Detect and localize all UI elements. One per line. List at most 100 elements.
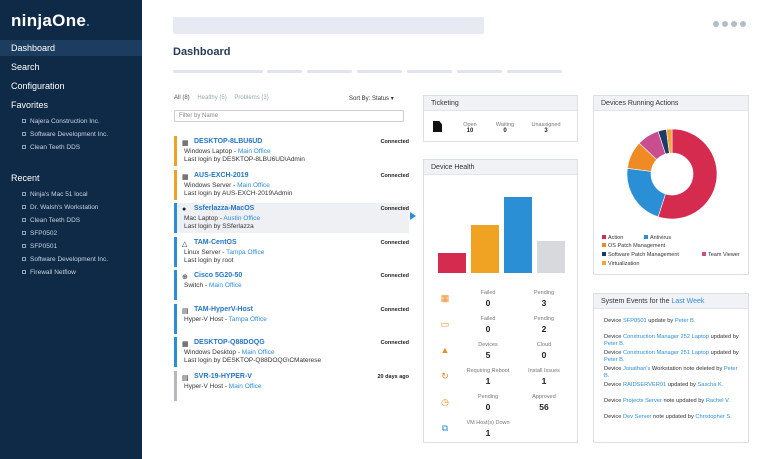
placeholder-bar (267, 70, 302, 73)
legend-item: Antivirus (644, 235, 671, 241)
stat-value: 0 (485, 298, 491, 308)
ticketing-card: Ticketing Open 10 Waiting 0 Unassigned 3 (423, 95, 578, 142)
event-link[interactable]: SFP0501 (622, 318, 647, 324)
device-location-link[interactable]: Main Office (241, 349, 275, 356)
device-name-link[interactable]: Ssferlazza-MacOS (194, 205, 255, 212)
stat-label: VM Host(s) Down (466, 420, 510, 426)
donut-slice-antivirus[interactable] (626, 168, 666, 218)
nav-recent[interactable]: Recent (11, 173, 40, 183)
device-row[interactable]: ● Ssferlazza-MacOS Mac Laptop - Austin Off… (174, 203, 409, 233)
device-name-link[interactable]: TAM-HyperV-Host (194, 305, 253, 313)
filter-all[interactable]: All (8) (174, 95, 190, 101)
event-link[interactable]: Construction Manager 251 Laptop (622, 350, 709, 356)
device-row[interactable]: ▦ DESKTOP-Q88DOQG Windows Desktop - Main O… (174, 337, 409, 367)
device-name-link[interactable]: AUS-EXCH-2019 (194, 171, 249, 179)
event-link[interactable]: Rachel V. (705, 398, 730, 404)
event-link[interactable]: Jonathan's (622, 366, 651, 372)
device-name-link[interactable]: Cisco 5G20-50 (194, 272, 243, 279)
ticket-waiting[interactable]: Waiting 0 (495, 122, 515, 134)
nav-favorites[interactable]: Favorites (11, 100, 49, 110)
event-link[interactable]: Sascha K. (697, 382, 724, 388)
health-stat[interactable]: Failed 0 (466, 316, 510, 334)
device-row[interactable]: ▤ SVR-19-HYPER-V Hyper-V Host - Main Offic… (174, 370, 409, 401)
health-bar[interactable] (537, 240, 565, 273)
device-name-link[interactable]: TAM-CentOS (194, 238, 237, 246)
health-stat[interactable]: Cloud 0 (522, 342, 566, 360)
device-location-link[interactable]: Main Office (208, 282, 242, 289)
device-name-link[interactable]: SVR-19-HYPER-V (194, 372, 252, 380)
recent-item[interactable]: Firewall Netflow (22, 269, 76, 276)
event-text: Device (604, 382, 623, 388)
device-location-link[interactable]: Austin Office (223, 215, 261, 222)
ticket-unassigned[interactable]: Unassigned 3 (531, 122, 561, 134)
stat-label: Failed (480, 316, 496, 322)
event-link[interactable]: Peter B. (604, 357, 625, 363)
device-location-link[interactable]: Tampa Office (226, 248, 265, 256)
health-stat[interactable]: Install Issues 1 (522, 368, 566, 386)
top-search-bar[interactable] (173, 17, 484, 34)
legend-item: Action (602, 235, 623, 241)
health-stat[interactable]: VM Host(s) Down 1 (466, 420, 510, 438)
event-link[interactable]: Peter B. (604, 366, 738, 379)
ticket-open[interactable]: Open 10 (463, 122, 477, 134)
device-name-link[interactable]: DESKTOP-8LBU6UD (194, 138, 263, 145)
event-text: Device (604, 318, 623, 324)
status-bar (174, 203, 177, 233)
event-link[interactable]: Projects Server (622, 398, 662, 404)
health-bar[interactable] (504, 197, 532, 273)
last-week-link[interactable]: Last Week (671, 298, 705, 305)
health-stat[interactable]: Approved 56 (522, 394, 566, 412)
device-location-link[interactable]: Main Office (237, 181, 270, 189)
favorite-item[interactable]: Clean Teeth DDS (22, 144, 80, 151)
device-location-link[interactable]: Tampa Office (228, 315, 267, 323)
device-location-link[interactable]: Main Office (237, 148, 271, 155)
recent-item[interactable]: Software Development Inc. (22, 256, 108, 263)
health-stat[interactable]: Pending 3 (522, 290, 566, 308)
recent-item[interactable]: Clean Teeth DDS (22, 217, 80, 224)
recent-item[interactable]: Dr. Walsh's Workstation (22, 204, 98, 211)
device-row[interactable]: △ TAM-CentOS Linux Server - Tampa Office La… (174, 236, 409, 267)
more-options-icon[interactable] (713, 21, 746, 27)
stat-label: Pending (477, 394, 499, 400)
event-link[interactable]: Christopher S. (695, 414, 732, 420)
device-name-link[interactable]: DESKTOP-Q88DOQG (194, 339, 265, 346)
donut-slice-virtualization[interactable] (666, 128, 673, 154)
device-row[interactable]: ▤ TAM-HyperV-Host Hyper-V Host - Tampa Off… (174, 303, 409, 334)
page-title: Dashboard (173, 46, 231, 58)
favorite-item[interactable]: Software Development Inc. (22, 131, 108, 138)
health-bar[interactable] (438, 253, 466, 273)
filter-problems[interactable]: Problems (3) (234, 95, 269, 101)
sort-dropdown[interactable]: Sort By: Status ▾ (349, 96, 394, 102)
nav-dashboard[interactable]: Dashboard (0, 40, 142, 56)
device-row[interactable]: ▦ DESKTOP-8LBU6UD Windows Laptop - Main Of… (174, 136, 409, 166)
health-stat[interactable]: Failed 0 (466, 290, 510, 308)
connection-status: Connected (380, 172, 409, 179)
recent-item[interactable]: SFP0501 (22, 243, 57, 250)
recent-item[interactable]: Ninja's Mac 51 local (22, 191, 88, 198)
health-stat[interactable]: Pending 2 (522, 316, 566, 334)
device-health-card: Device Health ▦ Failed 0 Pending 3 ▭ Failed 0 Pe… (423, 159, 578, 443)
device-row[interactable]: ▦ AUS-EXCH-2019 Windows Server - Main Offi… (174, 169, 409, 200)
device-health-title: Device Health (424, 160, 577, 175)
device-location-link[interactable]: Main Office (228, 382, 262, 390)
filter-healthy[interactable]: Healthy (5) (197, 95, 227, 101)
device-row[interactable]: ⊕ Cisco 5G20-50 Switch - Main Office Connec… (174, 270, 409, 300)
recent-item[interactable]: SFP0502 (22, 230, 57, 237)
donut-slice-action[interactable] (657, 128, 718, 220)
favorite-item[interactable]: Najera Construction Inc. (22, 118, 100, 125)
event-link[interactable]: Construction Manager 252 Laptop (622, 334, 709, 340)
event-link[interactable]: Peter B. (674, 318, 696, 324)
health-bar[interactable] (471, 225, 499, 273)
filter-by-name-input[interactable]: Filter by Name (174, 110, 404, 122)
event-link[interactable]: Peter B. (604, 341, 625, 347)
ninjaone-logo[interactable]: ninjaOne. (11, 11, 91, 30)
health-stat[interactable]: Requiring Reboot 1 (466, 368, 510, 386)
stat-label: Failed (480, 290, 496, 296)
health-stat[interactable]: Pending 0 (466, 394, 510, 412)
nav-search[interactable]: Search (11, 62, 40, 72)
event-link[interactable]: Dev Server (622, 414, 652, 420)
nav-configuration[interactable]: Configuration (11, 81, 65, 91)
health-stat[interactable]: Devices 5 (466, 342, 510, 360)
last-login: Last login by DESKTOP-Q88DOQG\CMaterese (184, 357, 322, 364)
event-link[interactable]: RAIDSERVER01 (622, 382, 667, 388)
